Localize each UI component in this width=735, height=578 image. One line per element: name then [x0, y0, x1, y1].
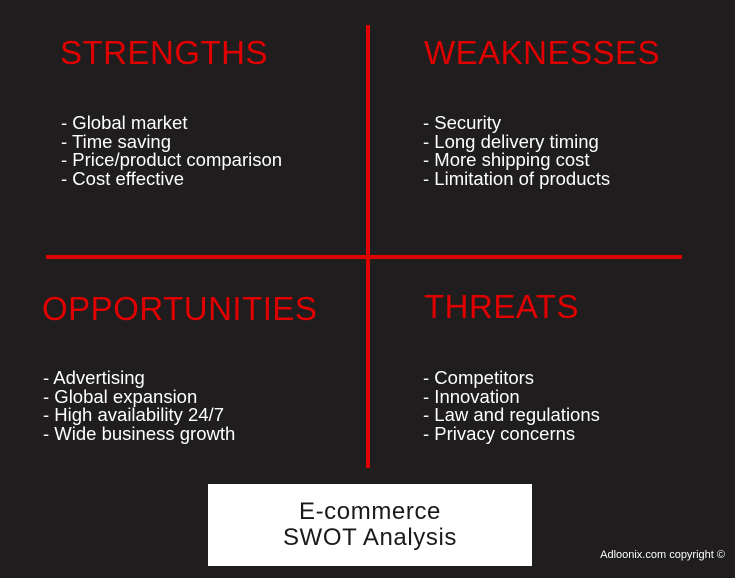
vertical-divider	[366, 25, 370, 468]
weaknesses-heading: WEAKNESSES	[424, 34, 661, 71]
weaknesses-list: - Security - Long delivery timing - More…	[423, 112, 611, 189]
list-item: - Competitors	[423, 367, 535, 388]
list-item: - Global market	[61, 112, 188, 133]
list-item: - High availability 24/7	[43, 404, 224, 426]
opportunities-list: - Advertising - Global expansion - High …	[43, 367, 236, 444]
strengths-heading: STRENGTHS	[60, 34, 269, 71]
list-item: - Cost effective	[61, 167, 185, 189]
list-item: - Price/product comparison	[61, 149, 283, 171]
opportunities-heading: OPPORTUNITIES	[42, 290, 318, 327]
strengths-list: - Global market - Time saving - Price/pr…	[61, 112, 283, 189]
list-item: - Long delivery timing	[423, 130, 599, 152]
list-item: - Law and regulations	[423, 404, 600, 426]
list-item: - Innovation	[423, 385, 520, 407]
threats-heading: THREATS	[424, 288, 580, 325]
list-item: - Global expansion	[43, 385, 198, 407]
list-item: - Privacy concerns	[423, 422, 576, 444]
list-item: - More shipping cost	[423, 149, 590, 171]
list-item: - Limitation of products	[423, 167, 611, 189]
list-item: - Wide business growth	[43, 422, 236, 444]
horizontal-divider	[46, 255, 682, 259]
list-item: - Advertising	[43, 367, 145, 388]
copyright-notice: Adloonix.com copyright ©	[600, 549, 725, 561]
list-item: - Time saving	[61, 130, 172, 152]
caption-box: E-commerce SWOT Analysis	[208, 484, 532, 566]
list-item: - Security	[423, 112, 502, 133]
caption-line-2: SWOT Analysis	[282, 524, 458, 551]
caption-line-1: E-commerce	[298, 498, 442, 525]
threats-list: - Competitors - Innovation - Law and reg…	[423, 367, 600, 444]
